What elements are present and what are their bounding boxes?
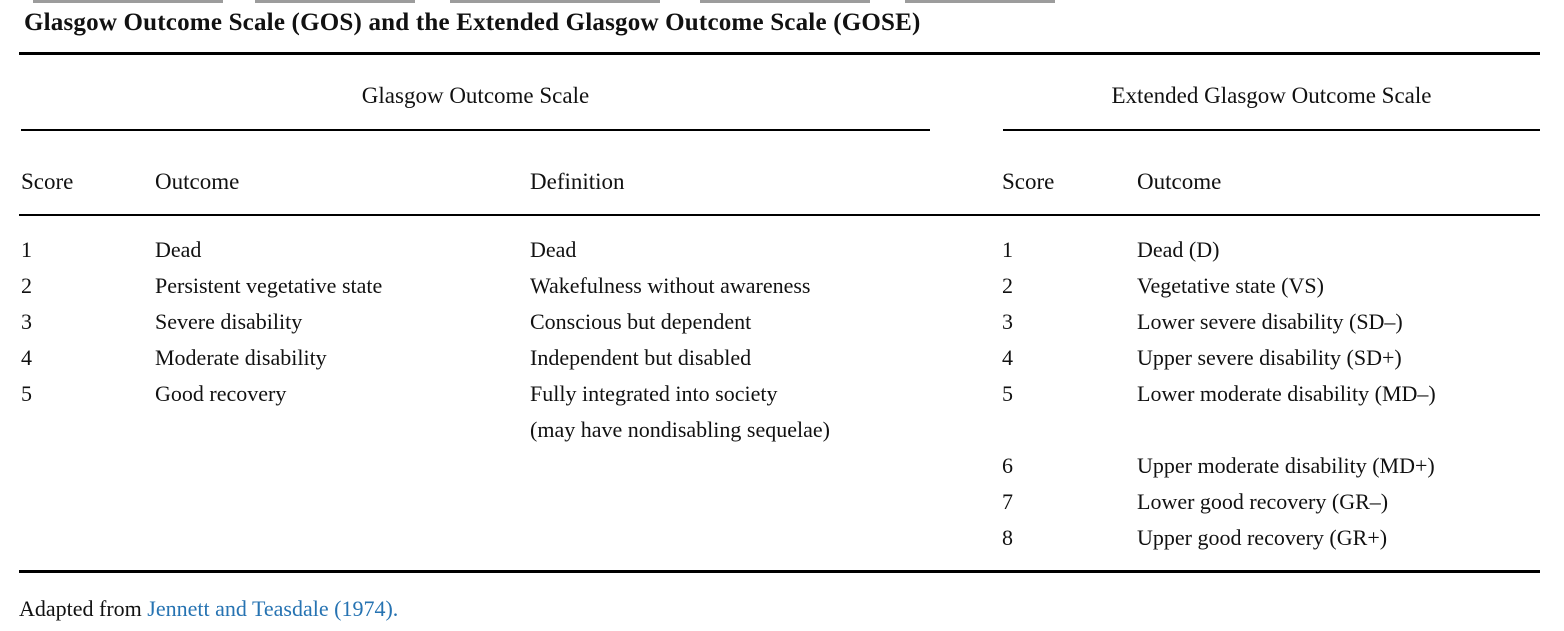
top-rule bbox=[19, 52, 1540, 55]
cropped-text-artifact bbox=[905, 0, 1055, 3]
table-body: 1 Dead Dead 1 Dead (D) 2 Persistent vege… bbox=[21, 216, 1544, 570]
table-title: Glasgow Outcome Scale (GOS) and the Exte… bbox=[24, 9, 921, 36]
citation-link[interactable]: Jennett and Teasdale (1974) bbox=[147, 596, 393, 621]
gos-row-score: 1 bbox=[21, 237, 32, 262]
gose-row-score: 3 bbox=[1002, 309, 1013, 334]
gos-row-outcome: Moderate disability bbox=[155, 345, 327, 370]
cropped-text-artifact bbox=[450, 0, 660, 3]
source-note: Adapted from Jennett and Teasdale (1974)… bbox=[19, 595, 1564, 622]
gose-row-outcome: Upper severe disability (SD+) bbox=[1137, 345, 1402, 370]
gos-row-score: 4 bbox=[21, 345, 32, 370]
gose-row-outcome: Lower good recovery (GR–) bbox=[1137, 489, 1389, 514]
gose-row-score: 1 bbox=[1002, 237, 1013, 262]
gose-row-score: 4 bbox=[1002, 345, 1013, 370]
gose-row-outcome: Upper moderate disability (MD+) bbox=[1137, 453, 1435, 478]
header-rule bbox=[19, 214, 1540, 216]
gos-definition-line: (may have nondisabling sequelae) bbox=[530, 417, 830, 442]
gos-row-definition: Independent but disabled bbox=[530, 345, 752, 370]
group-header-row: Glasgow Outcome Scale Extended Glasgow O… bbox=[21, 55, 1544, 131]
group-header-gose: Extended Glasgow Outcome Scale bbox=[1003, 55, 1540, 131]
gos-row-outcome: Severe disability bbox=[155, 309, 303, 334]
gos-row-score: 3 bbox=[21, 309, 32, 334]
gos-row-definition: Wakefulness without awareness bbox=[530, 273, 811, 298]
gos-row-definition: Dead bbox=[530, 237, 577, 262]
gose-row-score: 8 bbox=[1002, 525, 1013, 550]
cropped-text-artifact bbox=[255, 0, 415, 3]
gos-row-outcome: Good recovery bbox=[155, 381, 287, 406]
column-header-gos-outcome: Outcome bbox=[155, 169, 240, 194]
gose-row-outcome: Lower severe disability (SD–) bbox=[1137, 309, 1403, 334]
column-header-gose-score: Score bbox=[1002, 169, 1055, 194]
column-header-gose-outcome: Outcome bbox=[1137, 169, 1222, 194]
bottom-rule bbox=[19, 570, 1540, 573]
gose-row-score: 2 bbox=[1002, 273, 1013, 298]
column-header-gos-score: Score bbox=[21, 169, 74, 194]
gos-row-definition: Conscious but dependent bbox=[530, 309, 752, 334]
gose-row-outcome: Dead (D) bbox=[1137, 237, 1220, 262]
gos-row-score: 5 bbox=[21, 381, 32, 406]
gos-row-definition: Fully integrated into society (may have … bbox=[530, 376, 1002, 448]
group-header-gos: Glasgow Outcome Scale bbox=[21, 55, 930, 131]
gos-row-outcome: Persistent vegetative state bbox=[155, 273, 383, 298]
gose-row-score: 7 bbox=[1002, 489, 1013, 514]
gose-row-outcome: Vegetative state (VS) bbox=[1137, 273, 1324, 298]
cropped-text-artifact bbox=[33, 0, 223, 3]
gos-definition-line: Fully integrated into society bbox=[530, 381, 778, 406]
gose-row-outcome: Lower moderate disability (MD–) bbox=[1137, 381, 1436, 406]
gose-row-score: 5 bbox=[1002, 381, 1013, 406]
gose-row-score: 6 bbox=[1002, 453, 1013, 478]
gose-row-outcome: Upper good recovery (GR+) bbox=[1137, 525, 1388, 550]
gos-row-outcome: Dead bbox=[155, 237, 202, 262]
source-note-suffix: . bbox=[392, 596, 399, 621]
source-note-prefix: Adapted from bbox=[19, 596, 148, 621]
gos-row-score: 2 bbox=[21, 273, 32, 298]
column-header-row: Score Outcome Definition Score Outcome bbox=[21, 131, 1544, 214]
cropped-text-artifact bbox=[700, 0, 870, 3]
column-header-gos-definition: Definition bbox=[530, 169, 625, 194]
